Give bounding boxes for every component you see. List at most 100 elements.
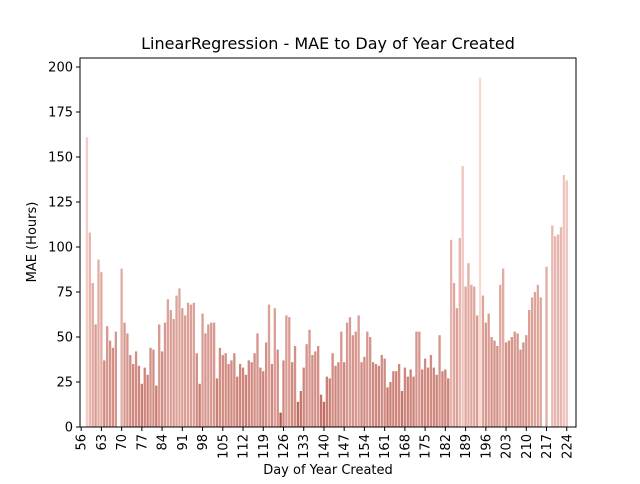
bar: [345, 322, 349, 427]
bar: [470, 284, 473, 427]
bar: [556, 234, 560, 427]
bar: [354, 331, 357, 427]
bar: [343, 362, 346, 427]
bar: [129, 355, 132, 427]
bar: [160, 351, 164, 427]
bar: [525, 335, 528, 427]
bar: [212, 322, 216, 427]
bar: [238, 364, 242, 427]
x-tick-label: 196: [479, 434, 494, 459]
bar: [426, 367, 430, 427]
bar: [282, 360, 285, 427]
bar: [366, 331, 369, 427]
x-tick-label: 133: [297, 434, 312, 459]
bar: [262, 371, 265, 427]
bar: [253, 353, 256, 427]
bar: [507, 340, 511, 427]
bar: [319, 394, 323, 427]
bar: [308, 329, 311, 427]
bar: [432, 367, 435, 427]
bar: [418, 331, 421, 427]
bar: [452, 283, 456, 427]
x-tick-label: 119: [257, 434, 272, 459]
bar: [169, 310, 172, 427]
bar: [276, 349, 279, 427]
bar: [296, 401, 300, 427]
x-tick-label: 140: [317, 434, 332, 459]
bar: [311, 355, 314, 427]
bar: [207, 324, 210, 427]
bar: [409, 369, 412, 427]
bar: [412, 376, 415, 427]
bar: [467, 263, 470, 427]
chart-title: LinearRegression - MAE to Day of Year Cr…: [141, 34, 515, 53]
plot-frame: [79, 57, 577, 428]
bar: [97, 259, 100, 427]
x-tick-label: 147: [338, 434, 353, 459]
bar: [88, 232, 91, 427]
bar: [322, 401, 326, 427]
x-tick-label: 168: [398, 434, 413, 459]
x-tick-label: 112: [237, 434, 252, 459]
bar: [389, 382, 392, 427]
bar: [539, 297, 542, 427]
bar: [533, 292, 537, 427]
bar: [340, 331, 343, 427]
bar: [259, 367, 262, 427]
x-tick-label: 84: [156, 434, 171, 451]
bar: [244, 374, 248, 427]
bar: [140, 383, 144, 427]
bar: [554, 236, 557, 427]
bar: [377, 365, 381, 427]
bar: [421, 369, 424, 427]
bar: [256, 333, 259, 427]
x-tick-label: 210: [520, 434, 535, 459]
bar: [126, 333, 129, 427]
bar: [444, 369, 447, 427]
x-tick-label: 63: [95, 434, 110, 451]
bar: [114, 331, 117, 427]
bar: [236, 376, 239, 427]
bar: [403, 367, 407, 427]
bar: [516, 333, 519, 427]
bar: [400, 391, 404, 427]
x-tick-label: 154: [358, 434, 373, 459]
bar: [415, 331, 418, 427]
bar: [545, 266, 548, 427]
bar: [395, 371, 398, 427]
bar: [149, 347, 152, 427]
bar: [163, 322, 167, 427]
bar: [293, 346, 297, 427]
bar: [123, 322, 126, 427]
bar: [374, 364, 378, 427]
x-tick-label: 70: [115, 434, 130, 451]
bar: [328, 378, 331, 427]
x-tick-label: 175: [419, 434, 434, 459]
bar: [351, 335, 355, 427]
bar: [429, 355, 433, 427]
bar: [337, 362, 340, 427]
bar: [166, 299, 170, 427]
bar: [299, 391, 302, 427]
y-tick-label: 125: [48, 196, 73, 211]
bar: [493, 340, 496, 427]
bar: [513, 331, 516, 427]
bar: [178, 288, 181, 427]
bar: [360, 362, 363, 427]
bar: [449, 239, 453, 427]
y-tick-label: 200: [48, 61, 73, 76]
x-axis-label: Day of Year Created: [263, 463, 393, 478]
bar: [392, 371, 395, 427]
bar: [195, 353, 198, 427]
bar: [221, 355, 224, 427]
x-tick-label: 91: [176, 434, 191, 451]
bar: [134, 351, 138, 427]
bar: [273, 308, 276, 427]
bar: [218, 347, 222, 427]
x-tick-label: 98: [196, 434, 211, 451]
bar: [305, 344, 308, 427]
bar: [192, 302, 196, 427]
bar: [441, 371, 444, 427]
bar: [369, 337, 372, 427]
bar: [490, 337, 493, 427]
